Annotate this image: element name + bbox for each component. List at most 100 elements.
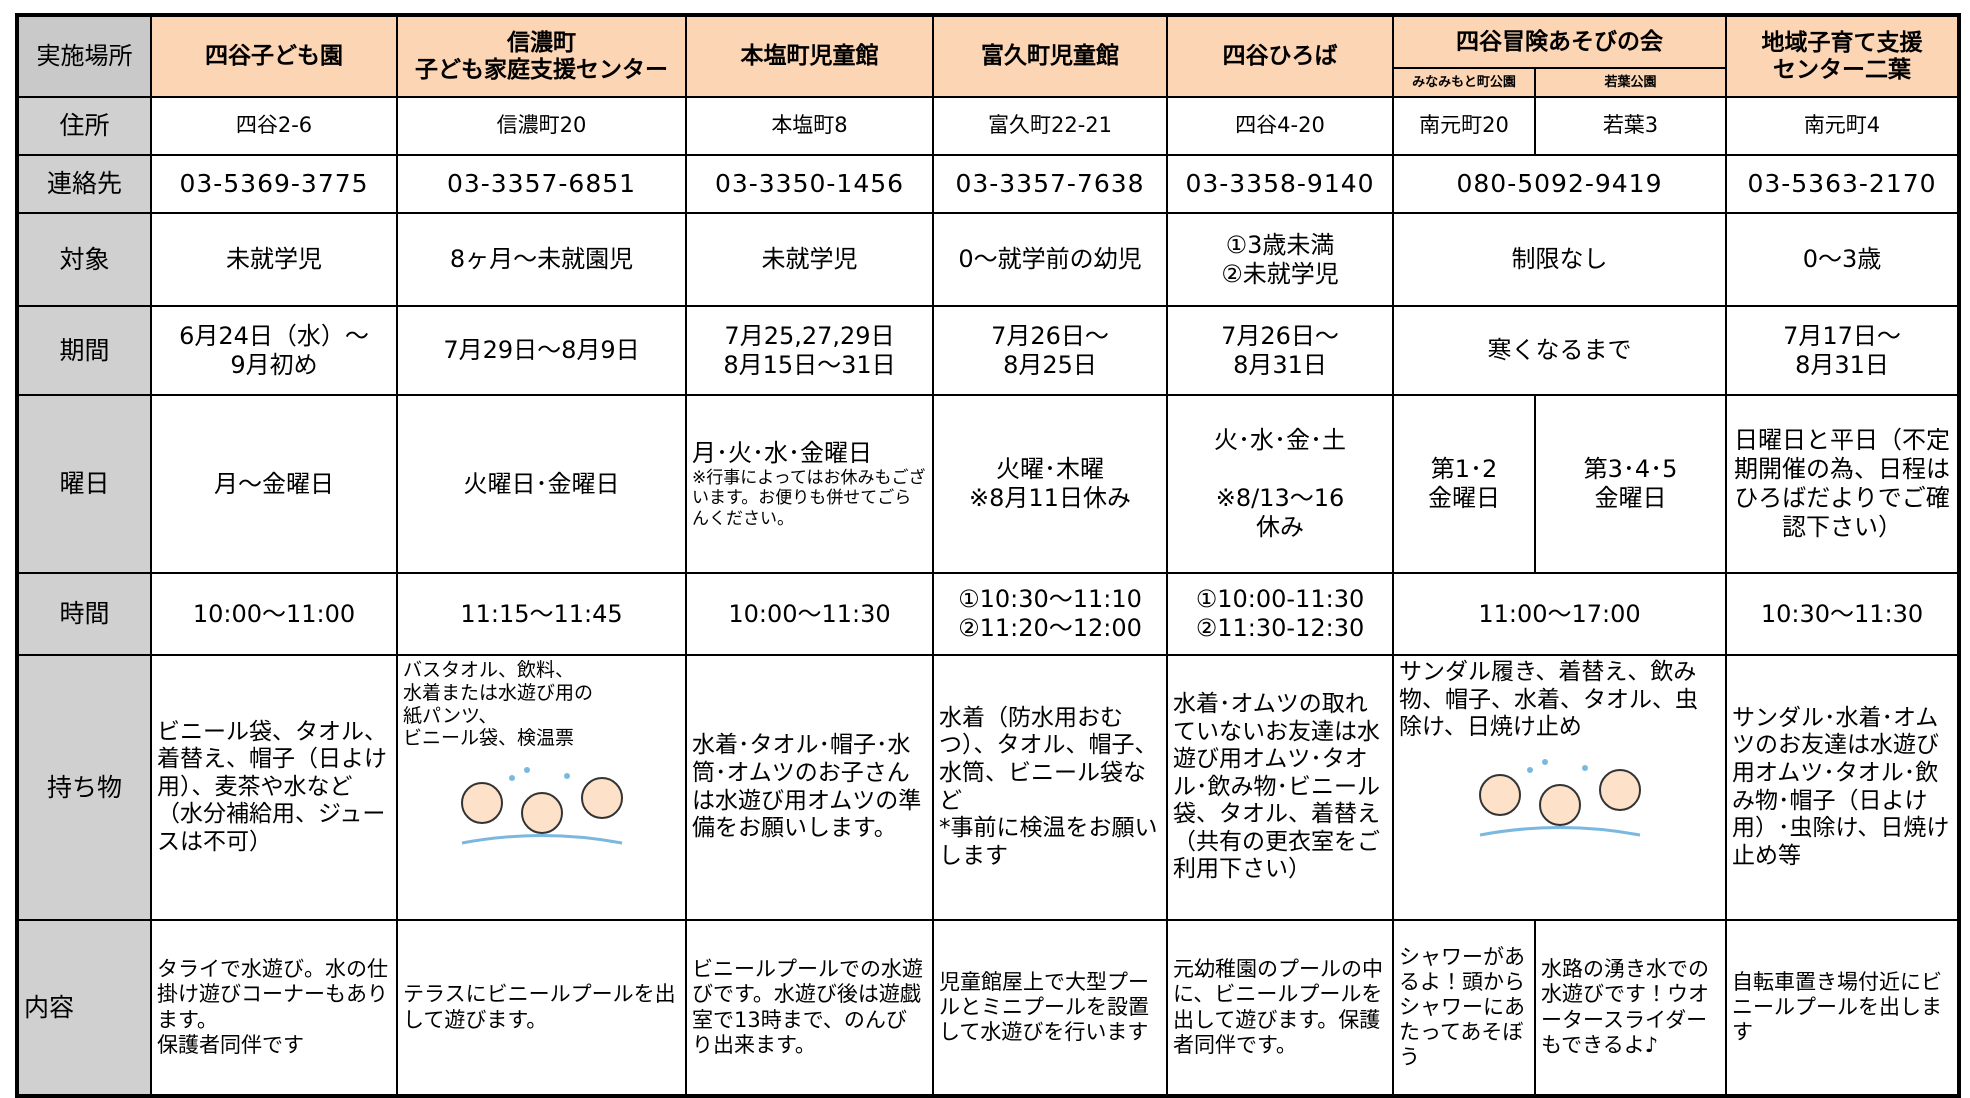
cell-text: 7月29日～8月9日 bbox=[443, 336, 640, 365]
table-cell: 6月24日（水）～ 9月初め bbox=[150, 305, 398, 396]
table-cell: ①10:30～11:10 ②11:20～12:00 bbox=[932, 572, 1168, 656]
row-label: 連絡先 bbox=[16, 154, 152, 214]
data-row: 持ち物 ビニール袋、タオル、着替え、帽子（日よけ用）、麦茶や水など（水分補給用、ジ… bbox=[16, 654, 1960, 921]
cell-text: 6月24日（水）～ 9月初め bbox=[179, 321, 369, 379]
table-cell: 水路の湧き水での水遊びです！ウオータースライダーもできるよ♪ bbox=[1534, 919, 1727, 1097]
table-cell: 0～3歳 bbox=[1725, 212, 1960, 307]
table-cell: 7月26日～ 8月25日 bbox=[932, 305, 1168, 396]
data-row: 時間 10:00～11:00 11:15～11:45 10:00～11:30 ①10:3… bbox=[16, 572, 1960, 656]
cell-text: 11:15～11:45 bbox=[460, 599, 623, 628]
row-label: 持ち物 bbox=[16, 654, 152, 921]
cell-text: 10:00～11:00 bbox=[192, 599, 356, 628]
venue-name: 地域子育て支援 センター二葉 bbox=[1761, 30, 1923, 83]
venue-name: 四谷ひろば bbox=[1222, 43, 1338, 70]
cell-text: 10:30～11:30 bbox=[1760, 599, 1924, 628]
cell-text: 7月26日～ 8月25日 bbox=[991, 321, 1109, 379]
venue-header: 四谷子ども園 bbox=[150, 14, 398, 98]
table-cell: 7月26日～ 8月31日 bbox=[1166, 305, 1394, 396]
cell-text: 日曜日と平日（不定期開催の為、日程はひろばだよりでご確認下さい） bbox=[1734, 426, 1950, 541]
cell-text: 寒くなるまで bbox=[1487, 336, 1632, 365]
table-cell: シャワーがあるよ！頭からシャワーにあたってあそぼう bbox=[1392, 919, 1536, 1097]
cell-text: シャワーがあるよ！頭からシャワーにあたってあそぼう bbox=[1399, 944, 1525, 1070]
table-cell: 未就学児 bbox=[150, 212, 398, 307]
cell-text: 8ヶ月～未就園児 bbox=[449, 245, 634, 274]
park-header: みなみもと町公園 bbox=[1392, 67, 1536, 98]
table-cell: ①3歳未満 ②未就学児 bbox=[1166, 212, 1394, 307]
table-cell: 南元町20 bbox=[1392, 96, 1536, 156]
cell-text: 第1･2 金曜日 bbox=[1428, 455, 1500, 512]
table-cell: バスタオル、飲料、 水着または水遊び用の 紙パンツ、 ビニール袋、検温票 bbox=[396, 654, 687, 921]
data-row: 曜日 月～金曜日 火曜日･金曜日 月･火･水･金曜日 ※行事によってはお休みもございます… bbox=[16, 394, 1960, 574]
table-cell: 10:30～11:30 bbox=[1725, 572, 1960, 656]
cell-text: ビニールプールでの水遊びです。水遊び後は遊戯室で13時まで、のんびり出来ます。 bbox=[692, 957, 923, 1057]
table-cell: 03-3357-6851 bbox=[396, 154, 687, 214]
row-label: 時間 bbox=[16, 572, 152, 656]
venue-name: 本塩町児童館 bbox=[740, 43, 879, 70]
venue-header: 四谷ひろば bbox=[1166, 14, 1394, 98]
park-name: みなみもと町公園 bbox=[1412, 74, 1516, 90]
table-cell: 03-3358-9140 bbox=[1166, 154, 1394, 214]
table-cell: 03-3350-1456 bbox=[685, 154, 934, 214]
table-cell: 水着･オムツの取れていないお友達は水遊び用オムツ･タオル･飲み物･ビニール袋、タ… bbox=[1166, 654, 1394, 921]
cell-text: 10:00～11:30 bbox=[728, 599, 891, 628]
table-cell: 第1･2 金曜日 bbox=[1392, 394, 1536, 574]
cell-text: 未就学児 bbox=[226, 245, 322, 274]
table-cell: 富久町22-21 bbox=[932, 96, 1168, 156]
cell-text: 月～金曜日 bbox=[214, 469, 334, 498]
row-label: 期間 bbox=[16, 305, 152, 396]
row-label-text: 時間 bbox=[59, 599, 110, 628]
cell-text: 03-3357-6851 bbox=[446, 169, 637, 198]
data-row: 住所 四谷2-6 信濃町20 本塩町8 富久町22-21 四谷4-20 南元町20 若葉3 南元… bbox=[16, 96, 1960, 156]
table-cell: 03-3357-7638 bbox=[932, 154, 1168, 214]
table-cell: 0～就学前の幼児 bbox=[932, 212, 1168, 307]
cell-text: 水着（防水用おむつ）、タオル、帽子、水筒、ビニール袋など *事前に検温をお願いし… bbox=[939, 704, 1158, 869]
cell-text: 03-3358-9140 bbox=[1185, 169, 1375, 198]
cell-main: 月･火･水･金曜日 bbox=[692, 439, 872, 468]
table-cell: ①10:00-11:30 ②11:30-12:30 bbox=[1166, 572, 1394, 656]
row-label: 内容 bbox=[16, 919, 152, 1097]
cell-text: 03-5363-2170 bbox=[1747, 169, 1937, 198]
venue-name: 四谷冒険あそびの会 bbox=[1456, 28, 1663, 55]
table-cell: 7月17日～ 8月31日 bbox=[1725, 305, 1960, 396]
illustration bbox=[1478, 758, 1641, 837]
row-label: 住所 bbox=[16, 96, 152, 156]
row-label: 曜日 bbox=[16, 394, 152, 574]
cell-text: ①3歳未満 ②未就学児 bbox=[1221, 230, 1339, 288]
cell-text: 0～3歳 bbox=[1802, 245, 1882, 274]
cell-text: 制限なし bbox=[1511, 245, 1608, 274]
venue-name: 四谷子ども園 bbox=[205, 43, 343, 70]
cell-text: サンダル履き、着替え、飲み物、帽子、水着、タオル、虫除け、日焼け止め bbox=[1399, 659, 1698, 741]
table-cell: 03-5369-3775 bbox=[150, 154, 398, 214]
cell-text: ビニール袋、タオル、着替え、帽子（日よけ用）、麦茶や水など（水分補給用、ジュース… bbox=[157, 718, 387, 855]
cell-text: 火曜日･金曜日 bbox=[463, 469, 620, 498]
table-cell: 四谷2-6 bbox=[150, 96, 398, 156]
cell-text: 本塩町8 bbox=[771, 113, 848, 138]
cell-text: 未就学児 bbox=[761, 245, 858, 274]
table-cell: 月～金曜日 bbox=[150, 394, 398, 574]
cell-text: 03-5369-3775 bbox=[179, 169, 369, 198]
table-cell: 水着（防水用おむつ）、タオル、帽子、水筒、ビニール袋など *事前に検温をお願いし… bbox=[932, 654, 1168, 921]
subheader-row: みなみもと町公園 若葉公園 bbox=[17, 67, 1959, 98]
table-cell: 火･水･金･土 ※8/13～16 休み bbox=[1166, 394, 1394, 574]
cell-text: 水着･オムツの取れていないお友達は水遊び用オムツ･タオル･飲み物･ビニール袋、タ… bbox=[1173, 690, 1380, 883]
data-row: 内容 タライで水遊び。水の仕掛け遊びコーナーもあります。 保護者同伴です テラスにビ… bbox=[16, 919, 1960, 1097]
data-row: 期間 6月24日（水）～ 9月初め 7月29日～8月9日 7月25,27,29日 8月… bbox=[16, 305, 1960, 396]
cell-text: 080-5092-9419 bbox=[1456, 169, 1663, 198]
cell-text: 火曜･木曜 ※8月11日休み bbox=[969, 455, 1131, 512]
venue-name: 富久町児童館 bbox=[981, 43, 1119, 70]
table-cell: 11:15～11:45 bbox=[396, 572, 687, 656]
table-cell: 10:00～11:30 bbox=[685, 572, 934, 656]
table-cell: 10:00～11:00 bbox=[150, 572, 398, 656]
table-cell: 信濃町20 bbox=[396, 96, 687, 156]
table-cell: 四谷4-20 bbox=[1166, 96, 1394, 156]
cell-text: 南元町4 bbox=[1803, 113, 1881, 138]
table-cell: 南元町4 bbox=[1725, 96, 1960, 156]
table-cell: テラスにビニールプールを出して遊びます。 bbox=[396, 919, 687, 1097]
table-cell: ビニール袋、タオル、着替え、帽子（日よけ用）、麦茶や水など（水分補給用、ジュース… bbox=[150, 654, 398, 921]
table-cell: 若葉3 bbox=[1534, 96, 1727, 156]
venue-header: 四谷冒険あそびの会 bbox=[1392, 14, 1727, 69]
cell-text: 自転車置き場付近にビニールプールを出します bbox=[1732, 969, 1942, 1045]
row-label-text: 持ち物 bbox=[46, 772, 122, 802]
table-cell: 本塩町8 bbox=[685, 96, 934, 156]
